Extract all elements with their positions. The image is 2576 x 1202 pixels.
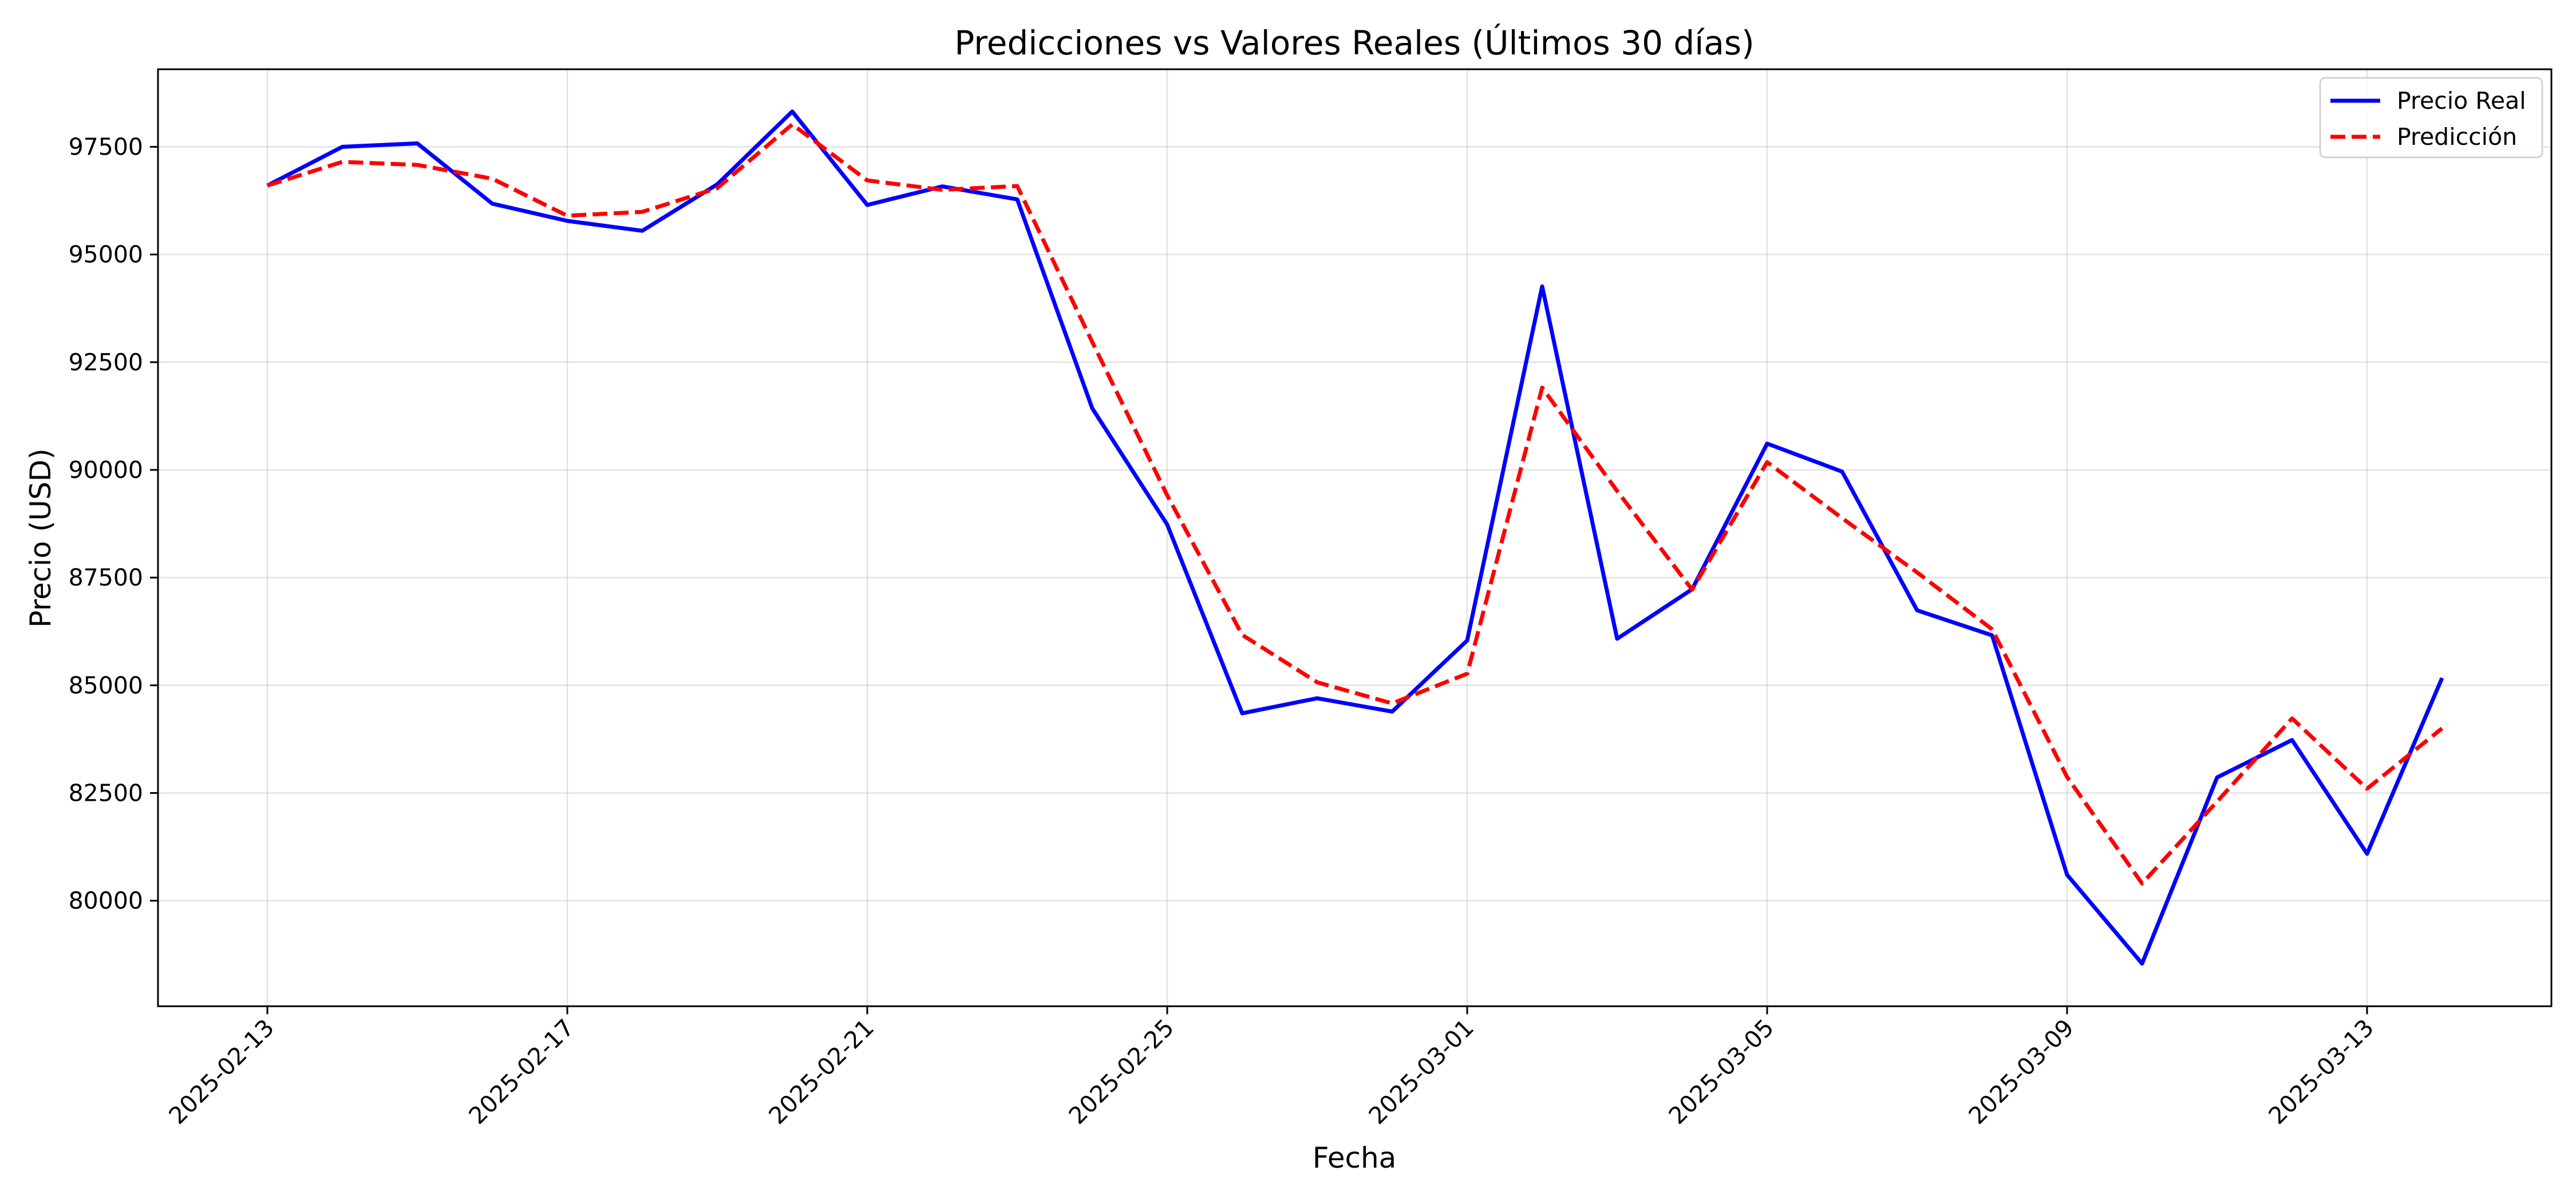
y-axis: 80000 82500 85000 87500 90000 92500 95000 97500 [69, 133, 158, 915]
y-tick-label: 87500 [69, 564, 143, 591]
legend-label-2: Predicción [2397, 123, 2517, 151]
y-tick-label: 97500 [69, 133, 143, 160]
plot-frame [157, 68, 2553, 1007]
x-tick-label: 2025-03-13 [2263, 1014, 2379, 1129]
y-tick-label: 80000 [69, 887, 143, 915]
x-axis-label: Fecha [1313, 1141, 1397, 1175]
legend: Precio Real Predicción [2319, 77, 2543, 159]
x-tick-label: 2025-03-05 [1664, 1014, 1779, 1129]
x-tick-label: 2025-02-13 [164, 1014, 279, 1129]
x-tick-label: 2025-03-01 [1364, 1014, 1479, 1129]
x-axis: 2025-02-13 2025-02-17 2025-02-21 2025-02-25… [164, 1006, 2379, 1130]
series-line-2 [266, 122, 2444, 885]
x-tick-label: 2025-03-09 [1963, 1014, 2079, 1129]
y-tick-label: 85000 [69, 671, 143, 699]
x-tick-label: 2025-02-21 [764, 1014, 879, 1129]
legend-label-1: Precio Real [2397, 87, 2526, 114]
grid [158, 69, 2551, 1006]
y-axis-label: Precio (USD) [24, 448, 57, 627]
y-tick-label: 90000 [69, 456, 143, 484]
y-tick-label: 92500 [69, 349, 143, 376]
x-tick-label: 2025-02-25 [1064, 1014, 1179, 1129]
y-tick-label: 82500 [69, 779, 143, 806]
y-tick-label: 95000 [69, 241, 143, 268]
chart-title: Predicciones vs Valores Reales (Últimos … [954, 23, 1754, 62]
series-line-1 [266, 109, 2444, 966]
x-tick-label: 2025-02-17 [464, 1014, 579, 1129]
series-layer [266, 109, 2444, 966]
